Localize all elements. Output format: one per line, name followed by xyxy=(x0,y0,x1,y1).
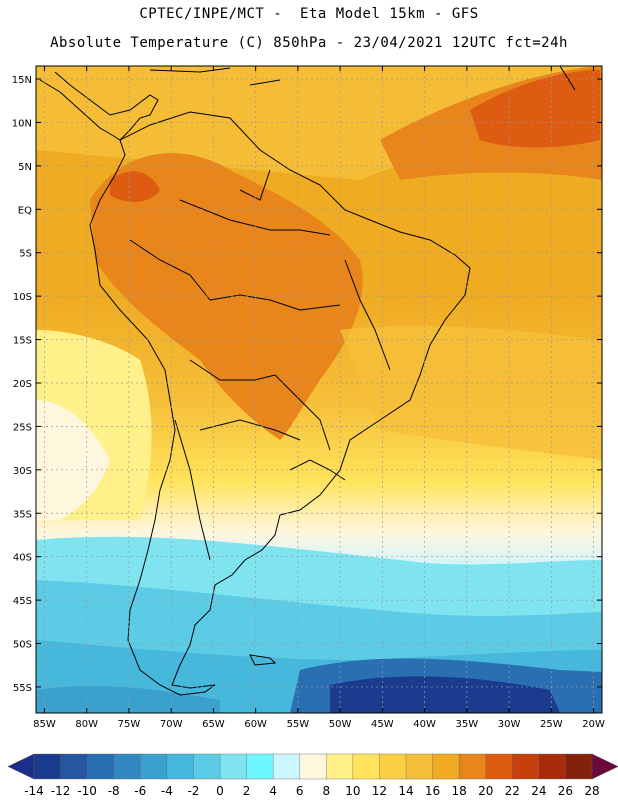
colorbar-swatch xyxy=(219,753,248,780)
colorbar-swatch xyxy=(405,753,434,780)
colorbar-label: 8 xyxy=(322,784,330,798)
lat-label: 10S xyxy=(13,292,32,303)
lon-label: 30W xyxy=(498,719,521,730)
lon-label: 55W xyxy=(287,719,310,730)
colorbar-label: 2 xyxy=(243,784,251,798)
lon-label: 20W xyxy=(582,719,605,730)
colorbar-label: -4 xyxy=(161,784,173,798)
lat-label: 10N xyxy=(12,118,32,129)
colorbar-label: 4 xyxy=(269,784,277,798)
colorbar-label: 14 xyxy=(398,784,413,798)
coastlines xyxy=(39,66,576,696)
colorbar-high-arrow xyxy=(591,753,618,780)
colorbar-label: 18 xyxy=(452,784,467,798)
colorbar-label: 22 xyxy=(505,784,520,798)
longitude-axis: 85W 80W 75W 70W 65W 60W 55W 50W 45W 40W 35W 30W 25W 2… xyxy=(33,66,605,730)
colorbar-label: 12 xyxy=(372,784,387,798)
lat-label: 5S xyxy=(19,249,32,260)
colorbar-swatch xyxy=(326,753,354,780)
colorbar-swatch xyxy=(33,753,62,780)
colorbar-label: -6 xyxy=(134,784,146,798)
colorbar-swatch xyxy=(113,753,141,780)
colorbar-swatch xyxy=(538,753,567,780)
colorbar-label: 10 xyxy=(345,784,360,798)
lon-label: 70W xyxy=(160,719,183,730)
colorbar-label: 16 xyxy=(425,784,440,798)
lat-label: 5N xyxy=(18,162,32,173)
colorbar-label: 24 xyxy=(531,784,546,798)
colorbar-swatch xyxy=(140,753,168,780)
colorbar-swatch xyxy=(352,753,381,780)
colorbar-label: 20 xyxy=(478,784,493,798)
colorbar-swatch xyxy=(299,753,327,780)
lon-label: 80W xyxy=(75,719,98,730)
colorbar-label: -2 xyxy=(187,784,199,798)
lon-label: 45W xyxy=(371,719,394,730)
lat-label: 50S xyxy=(13,640,32,651)
lat-label: 15S xyxy=(13,336,32,347)
lon-label: 35W xyxy=(456,719,479,730)
colorbar-swatch xyxy=(485,753,513,780)
lat-label: EQ xyxy=(18,205,32,216)
title-line-1: CPTEC/INPE/MCT - Eta Model 15km - GFS xyxy=(139,6,479,22)
lon-label: 60W xyxy=(244,719,267,730)
colorbar-label: 28 xyxy=(584,784,599,798)
colorbar-label: -10 xyxy=(77,784,97,798)
colorbar-swatch xyxy=(246,753,274,780)
colorbar-swatch xyxy=(166,753,195,780)
lon-label: 25W xyxy=(540,719,563,730)
colorbar-low-arrow xyxy=(7,753,35,780)
lat-label: 35S xyxy=(13,509,32,520)
colorbar-label: -14 xyxy=(24,784,44,798)
colorbar-label: 6 xyxy=(296,784,304,798)
colorbar-swatch xyxy=(512,753,540,780)
colorbar-swatch xyxy=(379,753,407,780)
colorbar: -14 -12 -10 -8 -6 -4 -2 0 2 4 6 8 10 12 14 16 18 20 22 24 26… xyxy=(7,753,618,798)
colorbar-label: -12 xyxy=(51,784,71,798)
lat-label: 25S xyxy=(13,422,32,433)
latitude-axis: 15N 10N 5N EQ 5S 10S 15S 20S 25S 30S 35S 40S 45S 50S 5… xyxy=(12,75,602,694)
lat-label: 20S xyxy=(13,379,32,390)
graticule xyxy=(36,66,602,713)
colorbar-swatch xyxy=(193,753,221,780)
lon-label: 75W xyxy=(118,719,141,730)
lat-label: 55S xyxy=(13,683,32,694)
lat-label: 15N xyxy=(12,75,32,86)
lon-label: 65W xyxy=(202,719,225,730)
colorbar-swatch xyxy=(458,753,487,780)
colorbar-label: 26 xyxy=(558,784,573,798)
map-frame xyxy=(35,65,603,714)
lon-label: 85W xyxy=(33,719,56,730)
colorbar-swatch xyxy=(272,753,301,780)
colorbar-swatch xyxy=(565,753,593,780)
lat-label: 30S xyxy=(13,466,32,477)
lon-label: 40W xyxy=(413,719,436,730)
colorbar-label: -8 xyxy=(108,784,120,798)
lon-label: 50W xyxy=(329,719,352,730)
lat-label: 40S xyxy=(13,553,32,564)
temperature-field xyxy=(36,66,602,713)
colorbar-swatch xyxy=(432,753,460,780)
lat-label: 45S xyxy=(13,596,32,607)
colorbar-swatch xyxy=(60,753,88,780)
colorbar-swatch xyxy=(86,753,115,780)
title-line-2: Absolute Temperature (C) 850hPa - 23/04/… xyxy=(50,35,568,51)
colorbar-label: 0 xyxy=(216,784,224,798)
